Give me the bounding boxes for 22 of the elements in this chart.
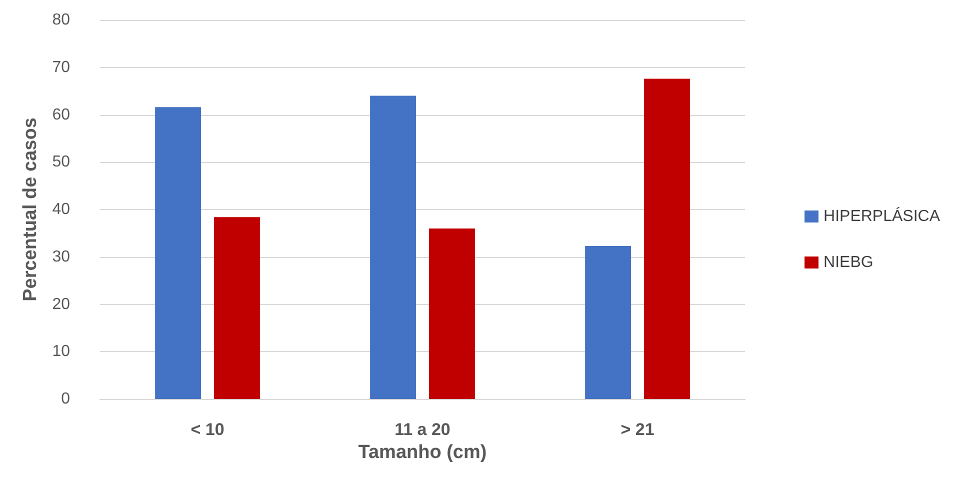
- y-tick-label: 10: [52, 343, 70, 360]
- y-tick-label: 60: [52, 106, 70, 124]
- bar: [155, 107, 202, 399]
- y-tick-label: 40: [52, 201, 70, 218]
- x-tick-label: > 21: [620, 420, 654, 439]
- y-tick-label: 0: [61, 390, 70, 408]
- y-tick-label: 30: [52, 248, 70, 266]
- bar: [644, 78, 690, 399]
- bar: [585, 246, 632, 399]
- legend-label: NIEBG: [824, 254, 874, 271]
- legend-label: HIPERPLÁSICA: [824, 207, 940, 225]
- y-tick-label: 70: [52, 58, 70, 76]
- y-tick-label: 20: [52, 296, 70, 313]
- y-axis-title: Percentual de casos: [20, 118, 41, 302]
- y-tick-label: 50: [52, 154, 70, 171]
- bar: [370, 96, 416, 399]
- x-axis-title: Tamanho (cm): [358, 442, 487, 463]
- x-tick-label: 11 a 20: [394, 420, 450, 439]
- bar: [428, 228, 475, 399]
- bar: [214, 217, 260, 399]
- x-tick-label: < 10: [190, 420, 224, 439]
- y-tick-label: 80: [52, 12, 70, 28]
